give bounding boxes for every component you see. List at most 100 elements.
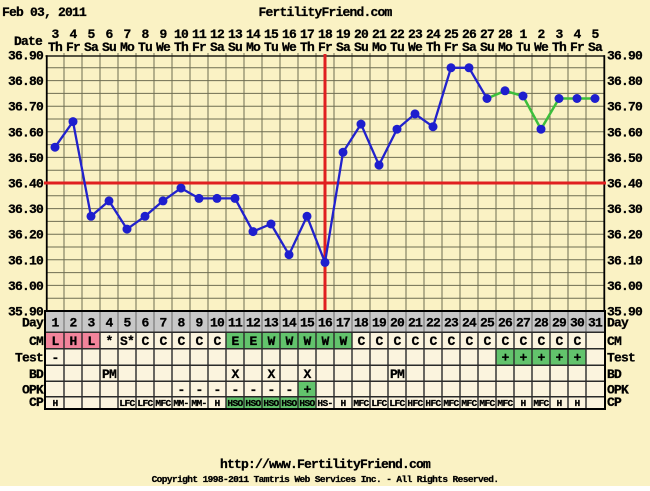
svg-text:10: 10 — [210, 315, 225, 330]
svg-text:19: 19 — [372, 315, 387, 330]
svg-text:36.70: 36.70 — [8, 100, 44, 115]
svg-text:36.00: 36.00 — [607, 279, 643, 294]
svg-text:26: 26 — [498, 315, 513, 330]
svg-text:Tu: Tu — [516, 40, 530, 55]
svg-text:Sa: Sa — [462, 40, 477, 55]
svg-text:18: 18 — [354, 315, 369, 330]
svg-text:W: W — [339, 334, 347, 349]
svg-text:12: 12 — [210, 27, 225, 42]
svg-text:11: 11 — [228, 315, 243, 330]
svg-text:4: 4 — [105, 315, 113, 330]
svg-text:16: 16 — [318, 315, 333, 330]
svg-text:H: H — [340, 398, 346, 409]
svg-text:We: We — [534, 40, 549, 55]
svg-text:8: 8 — [141, 27, 149, 42]
svg-text:21: 21 — [408, 315, 423, 330]
svg-text:C: C — [501, 334, 509, 349]
svg-text:W: W — [285, 334, 293, 349]
svg-text:14: 14 — [246, 27, 261, 42]
svg-text:Sa: Sa — [210, 40, 225, 55]
svg-text:Copyright 1998-2011 Tamtris We: Copyright 1998-2011 Tamtris Web Services… — [152, 474, 499, 485]
svg-text:Mo: Mo — [372, 40, 387, 55]
svg-text:W: W — [321, 334, 329, 349]
svg-text:3: 3 — [555, 27, 563, 42]
svg-text:C: C — [411, 334, 419, 349]
svg-text:C: C — [195, 334, 203, 349]
svg-text:36.80: 36.80 — [8, 74, 44, 89]
svg-text:36.50: 36.50 — [8, 151, 44, 166]
svg-text:We: We — [408, 40, 423, 55]
svg-text:H: H — [574, 398, 580, 409]
svg-text:Su: Su — [354, 40, 368, 55]
svg-text:5: 5 — [87, 27, 95, 42]
svg-text:-: - — [195, 383, 202, 398]
svg-text:36.30: 36.30 — [607, 202, 643, 217]
svg-text:-: - — [249, 383, 256, 398]
svg-text:Fr: Fr — [66, 40, 80, 55]
svg-text:-: - — [231, 383, 238, 398]
svg-text:10: 10 — [174, 27, 189, 42]
svg-text:Tu: Tu — [390, 40, 404, 55]
svg-text:Th: Th — [552, 40, 567, 55]
svg-text:3: 3 — [51, 27, 59, 42]
svg-text:MFC: MFC — [461, 398, 477, 409]
svg-text:W: W — [267, 334, 275, 349]
svg-text:HSO: HSO — [281, 398, 297, 409]
svg-text:27: 27 — [516, 315, 530, 330]
svg-text:S*: S* — [120, 334, 134, 349]
svg-text:HSO: HSO — [227, 398, 243, 409]
svg-text:36.60: 36.60 — [607, 125, 643, 140]
svg-text:Feb 03, 2011: Feb 03, 2011 — [2, 5, 87, 20]
svg-text:HS-: HS- — [317, 398, 332, 409]
svg-text:HSO: HSO — [245, 398, 261, 409]
svg-text:C: C — [519, 334, 527, 349]
svg-text:C: C — [375, 334, 383, 349]
svg-text:CM: CM — [29, 334, 44, 349]
svg-text:18: 18 — [318, 27, 333, 42]
svg-text:C: C — [141, 334, 149, 349]
svg-text:Sa: Sa — [588, 40, 603, 55]
svg-text:Day: Day — [607, 315, 629, 330]
svg-text:Th: Th — [300, 40, 315, 55]
svg-text:Sa: Sa — [336, 40, 351, 55]
svg-text:C: C — [159, 334, 167, 349]
svg-text:36.40: 36.40 — [607, 177, 643, 192]
svg-text:15: 15 — [264, 27, 279, 42]
svg-text:BD: BD — [29, 367, 44, 382]
svg-text:Su: Su — [480, 40, 494, 55]
svg-text:4: 4 — [69, 27, 77, 42]
svg-text:Mo: Mo — [246, 40, 261, 55]
svg-text:C: C — [555, 334, 563, 349]
svg-text:3: 3 — [87, 315, 95, 330]
svg-text:LFC: LFC — [119, 398, 135, 409]
svg-text:+: + — [501, 351, 509, 366]
svg-text:C: C — [537, 334, 545, 349]
svg-text:36.70: 36.70 — [607, 100, 643, 115]
svg-text:20: 20 — [390, 315, 405, 330]
svg-text:19: 19 — [336, 27, 351, 42]
svg-text:H: H — [520, 398, 526, 409]
svg-text:23: 23 — [444, 315, 459, 330]
svg-text:+: + — [519, 351, 527, 366]
svg-text:CP: CP — [607, 395, 622, 410]
svg-text:-: - — [285, 383, 292, 398]
svg-text:LFC: LFC — [389, 398, 405, 409]
svg-text:35.90: 35.90 — [8, 305, 44, 320]
svg-text:+: + — [537, 351, 545, 366]
svg-text:23: 23 — [408, 27, 423, 42]
svg-text:X: X — [303, 367, 311, 382]
svg-text:1: 1 — [51, 315, 59, 330]
svg-text:28: 28 — [498, 27, 513, 42]
svg-text:Sa: Sa — [84, 40, 99, 55]
svg-text:*: * — [105, 334, 112, 349]
svg-text:LFC: LFC — [137, 398, 153, 409]
svg-text:MFC: MFC — [353, 398, 369, 409]
svg-text:26: 26 — [462, 27, 477, 42]
svg-text:24: 24 — [426, 27, 441, 42]
svg-text:+: + — [303, 383, 311, 398]
svg-text:Th: Th — [426, 40, 441, 55]
svg-text:-: - — [51, 351, 58, 366]
svg-text:OPK: OPK — [22, 383, 44, 398]
svg-text:PM: PM — [102, 367, 117, 382]
svg-text:2: 2 — [69, 315, 77, 330]
